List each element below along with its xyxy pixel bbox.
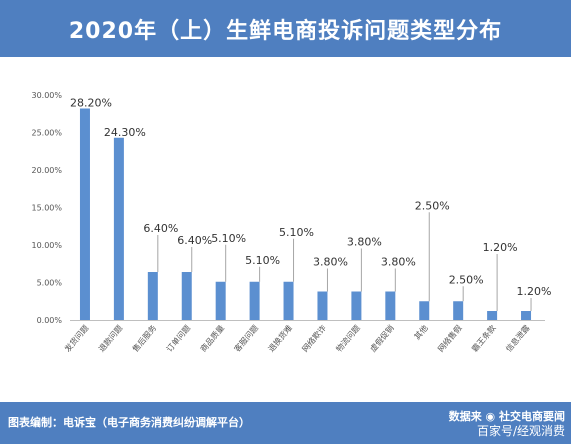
- data-label: 3.80%: [313, 256, 348, 269]
- footer-source-label: 数据来: [448, 410, 482, 423]
- bar: [79, 108, 90, 320]
- y-tick-label: 20.00%: [31, 166, 62, 175]
- bar: [487, 311, 498, 320]
- data-label: 3.80%: [381, 256, 416, 269]
- data-label: 24.30%: [104, 126, 146, 139]
- x-tick-label: 退换货难: [266, 323, 294, 354]
- bar: [249, 281, 260, 320]
- y-tick-label: 5.00%: [37, 279, 63, 288]
- data-label: 5.10%: [279, 226, 314, 239]
- bar: [113, 137, 124, 320]
- y-tick-label: 15.00%: [31, 204, 62, 213]
- data-label: 3.80%: [347, 236, 382, 249]
- bar: [181, 272, 192, 320]
- x-tick-label: 售后服务: [130, 323, 158, 354]
- data-label: 2.50%: [449, 273, 484, 286]
- footer-wechat-account: 社交电商要闻: [499, 410, 565, 423]
- footer-credit: 图表编制：电诉宝（电子商务消费纠纷调解平台）: [8, 416, 250, 429]
- bar: [317, 291, 328, 320]
- data-label: 28.20%: [70, 97, 112, 110]
- x-tick-label: 物流问题: [334, 323, 362, 354]
- bar: [453, 301, 464, 320]
- wechat-icon: ◉: [485, 410, 496, 423]
- footer-banner: 图表编制：电诉宝（电子商务消费纠纷调解平台） 数据来 ◉ 社交电商要闻 百家号/…: [0, 402, 571, 444]
- x-tick-label: 虚假促销: [368, 323, 396, 354]
- y-tick-label: 25.00%: [31, 129, 62, 138]
- data-label: 2.50%: [415, 199, 450, 212]
- chart-title: 2020年（上）生鲜电商投诉问题类型分布: [68, 18, 503, 44]
- data-label: 1.20%: [517, 285, 552, 298]
- bar: [147, 272, 158, 320]
- x-tick-label: 网络欺诈: [300, 323, 328, 354]
- y-tick-label: 0.00%: [37, 316, 63, 325]
- data-label: 5.10%: [245, 254, 280, 267]
- chart-area: 0.00% 5.00% 10.00% 15.00% 20.00% 25.00% 30.00%…: [0, 57, 571, 402]
- y-tick-label: 10.00%: [31, 241, 62, 250]
- x-tick-label: 霸王条款: [469, 323, 497, 354]
- x-tick-label: 发货问题: [62, 323, 90, 354]
- bar: [385, 291, 396, 320]
- footer-baijia-account: 百家号/经观消费: [476, 424, 565, 438]
- bar: [215, 281, 226, 320]
- footer-source: 数据来 ◉ 社交电商要闻 百家号/经观消费: [449, 410, 565, 438]
- data-label: 6.40%: [177, 234, 212, 247]
- bar: [351, 291, 362, 320]
- x-tick-label: 客服问题: [232, 323, 260, 354]
- bar: [283, 281, 294, 320]
- chart-title-banner: 2020年（上）生鲜电商投诉问题类型分布: [0, 0, 571, 57]
- x-tick-label: 订单问题: [164, 323, 192, 354]
- bar: [521, 311, 532, 320]
- x-tick-label: 信息泄露: [503, 323, 531, 354]
- bar: [419, 301, 430, 320]
- x-tick-label: 网络售假: [435, 323, 463, 354]
- data-label: 6.40%: [143, 222, 178, 235]
- data-label: 5.10%: [211, 232, 246, 245]
- x-tick-label: 其他: [412, 323, 430, 342]
- data-label: 1.20%: [483, 241, 518, 254]
- x-tick-label: 商品质量: [198, 323, 226, 354]
- bar-chart: 0.00% 5.00% 10.00% 15.00% 20.00% 25.00% 30.00%…: [31, 91, 552, 354]
- x-tick-label: 退款问题: [96, 323, 124, 354]
- y-tick-label: 30.00%: [31, 91, 62, 100]
